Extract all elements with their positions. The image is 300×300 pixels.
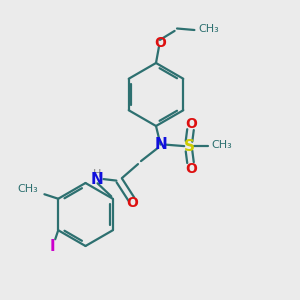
Text: O: O [185, 162, 197, 176]
Text: O: O [126, 196, 138, 210]
Text: CH₃: CH₃ [198, 24, 219, 34]
Text: O: O [185, 117, 197, 130]
Text: N: N [154, 137, 167, 152]
Text: S: S [184, 139, 194, 154]
Text: N: N [91, 172, 104, 187]
Text: CH₃: CH₃ [211, 140, 232, 151]
Text: I: I [50, 239, 56, 254]
Text: H: H [93, 169, 102, 179]
Text: CH₃: CH₃ [17, 184, 38, 194]
Text: O: O [154, 36, 166, 50]
